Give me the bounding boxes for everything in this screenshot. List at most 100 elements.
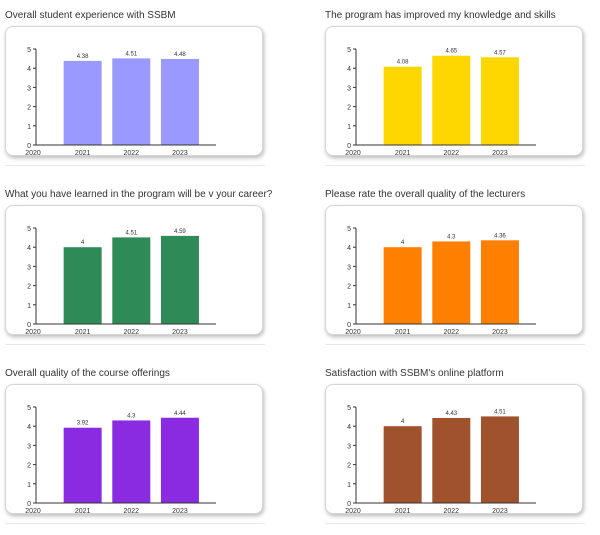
y-tick-label: 1: [27, 124, 31, 131]
x-tick-label: 2022: [124, 150, 140, 157]
y-tick-label: 4: [27, 245, 31, 252]
x-tick-label: 2023: [172, 329, 188, 336]
data-label: 4: [401, 240, 405, 246]
x-tick-label: 2021: [395, 508, 411, 515]
bar: [480, 240, 519, 324]
y-tick-label: 3: [27, 443, 31, 450]
y-tick-label: 1: [347, 303, 351, 310]
data-label: 4.43: [445, 411, 457, 417]
x-tick-label: 2022: [444, 329, 460, 336]
chart-title: What you have learned in the program wil…: [5, 189, 273, 200]
chart-title: Overall quality of the course offerings: [5, 368, 170, 379]
y-tick-label: 0: [347, 143, 351, 150]
x-tick-label: 2022: [444, 150, 460, 157]
y-tick-label: 2: [347, 105, 351, 112]
chart-title: Overall student experience with SSBM: [5, 10, 176, 21]
x-tick-label: 2022: [124, 329, 140, 336]
y-tick-label: 4: [347, 245, 351, 252]
x-axis-start-label: 2020: [345, 150, 361, 157]
y-tick-label: 4: [347, 66, 351, 73]
y-tick-label: 2: [27, 284, 31, 291]
bar: [383, 66, 422, 145]
chart-card: 0 1 2 3 4 5 4 2021 4.3 2022 4.36 2023 2020: [325, 205, 583, 336]
y-tick-label: 1: [27, 482, 31, 489]
divider: [5, 523, 265, 524]
y-tick-label: 0: [27, 143, 31, 150]
data-label: 4: [401, 419, 405, 425]
bar-chart: 0 1 2 3 4 5 4 2021 4.51 2022 4.59 2023 2020: [25, 226, 216, 336]
data-label: 4.08: [397, 60, 409, 66]
x-tick-label: 2023: [172, 508, 188, 515]
data-label: 4.3: [127, 413, 136, 419]
y-tick-label: 4: [347, 424, 351, 431]
bar-chart: 0 1 2 3 4 5 4 2021 4.43 2022 4.51 2023 2020: [345, 405, 536, 515]
x-tick-label: 2021: [395, 150, 411, 157]
bar: [432, 241, 471, 324]
x-tick-label: 2023: [492, 508, 508, 515]
divider: [325, 344, 585, 345]
x-axis-start-label: 2020: [25, 150, 41, 157]
y-tick-label: 0: [27, 322, 31, 329]
x-axis-start-label: 2020: [345, 508, 361, 515]
data-label: 4.44: [174, 411, 186, 417]
y-tick-label: 5: [27, 226, 31, 233]
bar: [480, 57, 519, 146]
x-tick-label: 2021: [75, 329, 91, 336]
bar: [383, 426, 422, 503]
x-tick-label: 2021: [75, 508, 91, 515]
bar: [112, 420, 151, 503]
bar: [160, 417, 199, 503]
y-tick-label: 5: [347, 47, 351, 54]
x-tick-label: 2023: [172, 150, 188, 157]
data-label: 4.48: [174, 52, 186, 58]
bar: [383, 247, 422, 324]
data-label: 4.51: [125, 51, 137, 57]
y-tick-label: 3: [27, 264, 31, 271]
y-tick-label: 2: [347, 463, 351, 470]
y-tick-label: 2: [347, 284, 351, 291]
chart-card: 0 1 2 3 4 5 3.92 2021 4.3 2022 4.44 2023 2020: [5, 384, 263, 515]
y-tick-label: 1: [27, 303, 31, 310]
y-tick-label: 3: [347, 443, 351, 450]
bar: [63, 247, 102, 324]
data-label: 3.92: [77, 421, 89, 427]
bar: [160, 58, 199, 145]
y-tick-label: 4: [27, 424, 31, 431]
divider: [5, 344, 265, 345]
data-label: 4.57: [494, 50, 506, 56]
x-tick-label: 2021: [75, 150, 91, 157]
x-tick-label: 2022: [124, 508, 140, 515]
x-tick-label: 2023: [492, 329, 508, 336]
chart-card: 0 1 2 3 4 5 4.08 2021 4.65 2022 4.57 2023 2020: [325, 26, 583, 157]
bar: [112, 58, 151, 145]
bar: [432, 417, 471, 503]
divider: [5, 165, 265, 166]
bar-chart: 0 1 2 3 4 5 4.38 2021 4.51 2022 4.48 2023 2020: [25, 47, 216, 157]
bar: [480, 416, 519, 503]
y-tick-label: 1: [347, 482, 351, 489]
x-tick-label: 2022: [444, 508, 460, 515]
divider: [325, 523, 585, 524]
data-label: 4.51: [494, 409, 506, 415]
bar-chart: 0 1 2 3 4 5 3.92 2021 4.3 2022 4.44 2023 2020: [25, 405, 216, 515]
bar: [432, 55, 471, 145]
y-tick-label: 5: [27, 405, 31, 412]
bar-chart: 0 1 2 3 4 5 4 2021 4.3 2022 4.36 2023 2020: [345, 226, 536, 336]
y-tick-label: 1: [347, 124, 351, 131]
y-tick-label: 4: [27, 66, 31, 73]
chart-card: 0 1 2 3 4 5 4 2021 4.51 2022 4.59 2023 2020: [5, 205, 263, 336]
bar: [63, 427, 102, 503]
y-tick-label: 2: [27, 105, 31, 112]
data-label: 4.51: [125, 230, 137, 236]
chart-card: 0 1 2 3 4 5 4.38 2021 4.51 2022 4.48 2023 2020: [5, 26, 263, 157]
data-label: 4.38: [77, 54, 89, 60]
data-label: 4.65: [445, 49, 457, 55]
y-tick-label: 5: [347, 226, 351, 233]
bar: [112, 237, 151, 324]
bar-chart: 0 1 2 3 4 5 4.08 2021 4.65 2022 4.57 2023 2020: [345, 47, 536, 157]
y-tick-label: 0: [27, 501, 31, 508]
y-tick-label: 3: [347, 264, 351, 271]
chart-card: 0 1 2 3 4 5 4 2021 4.43 2022 4.51 2023 2020: [325, 384, 583, 515]
y-tick-label: 3: [27, 85, 31, 92]
y-tick-label: 0: [347, 501, 351, 508]
